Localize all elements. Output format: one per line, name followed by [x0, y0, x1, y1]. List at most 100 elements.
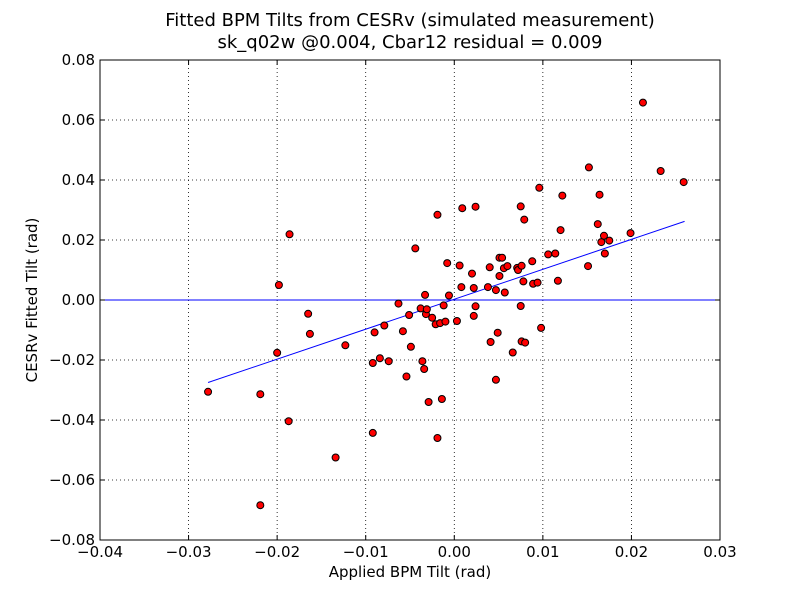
data-point: [305, 329, 314, 338]
data-point: [469, 284, 478, 292]
data-point: [398, 327, 407, 336]
data-point: [593, 220, 602, 229]
data-point: [498, 253, 507, 262]
data-point: [433, 434, 442, 442]
data-point: [273, 348, 282, 357]
data-point: [521, 338, 530, 347]
data-point: [433, 210, 442, 219]
data-point: [471, 302, 480, 311]
data-point: [452, 317, 461, 325]
data-point: [556, 226, 565, 235]
data-point: [491, 375, 500, 384]
data-point: [495, 272, 504, 280]
data-point: [204, 387, 213, 396]
data-point: [422, 305, 431, 314]
y-axis-label: CESRv Fitted Tilt (rad): [23, 218, 41, 383]
data-point: [444, 291, 453, 300]
x-tick-label: −0.01: [343, 543, 389, 561]
data-point: [553, 276, 562, 285]
data-point: [368, 428, 377, 437]
data-point: [528, 257, 537, 266]
data-point: [285, 230, 294, 239]
data-point: [405, 311, 414, 319]
chart-title: Fitted BPM Tilts from CESRv (simulated m…: [165, 10, 655, 31]
x-tick-label: 0.00: [438, 543, 471, 561]
x-tick-label: −0.02: [254, 543, 300, 561]
fit-line-segment: [207, 220, 685, 383]
data-point: [537, 323, 546, 332]
data-point: [457, 283, 466, 292]
data-point: [533, 278, 542, 287]
data-point: [406, 342, 415, 351]
data-point: [599, 231, 608, 240]
data-point: [284, 417, 293, 426]
data-point: [656, 167, 665, 175]
x-tick-label: −0.03: [166, 543, 212, 561]
data-point: [424, 398, 433, 406]
data-point: [443, 259, 452, 268]
data-point: [517, 261, 526, 270]
data-point: [535, 183, 544, 192]
y-tick-label: 0.00: [62, 291, 95, 309]
data-point: [605, 236, 614, 245]
data-point: [402, 372, 411, 381]
data-point: [516, 302, 525, 310]
data-point: [380, 321, 389, 330]
data-point: [600, 249, 609, 258]
data-point: [304, 309, 313, 318]
data-point: [441, 317, 450, 326]
data-point: [428, 313, 437, 322]
data-point: [638, 98, 647, 107]
data-point: [483, 283, 492, 292]
data-point: [516, 202, 525, 211]
data-point: [584, 262, 593, 271]
data-point: [256, 501, 265, 510]
data-point: [256, 390, 265, 399]
data-point: [437, 395, 446, 403]
data-point: [341, 341, 350, 350]
data-point: [331, 453, 340, 462]
y-tick-label: −0.04: [49, 411, 95, 429]
y-tick-label: −0.08: [49, 531, 95, 549]
data-point: [394, 299, 403, 308]
data-point: [384, 357, 393, 366]
data-points: [204, 98, 688, 510]
data-point: [455, 261, 464, 270]
data-point: [679, 178, 688, 187]
x-tick-label: 0.03: [703, 543, 736, 561]
data-point: [421, 290, 430, 299]
data-point: [375, 354, 384, 363]
data-point: [491, 286, 500, 295]
data-point: [493, 328, 502, 337]
data-point: [595, 190, 604, 199]
data-point: [551, 249, 560, 258]
data-point: [439, 301, 448, 310]
data-point: [471, 202, 480, 211]
data-point: [420, 365, 429, 373]
data-point: [418, 357, 427, 366]
data-point: [469, 311, 478, 320]
data-point: [520, 215, 529, 224]
x-tick-label: 0.01: [526, 543, 559, 561]
y-tick-label: 0.06: [62, 111, 95, 129]
y-tick-label: −0.02: [49, 351, 95, 369]
fit-line: [207, 220, 685, 383]
x-axis-ticks: −0.04 −0.03 −0.02 −0.01 0.00 0.01 0.02 0.03: [77, 60, 737, 561]
data-point: [468, 269, 476, 278]
data-point: [370, 328, 379, 337]
x-tick-label: 0.02: [615, 543, 648, 561]
data-point: [584, 163, 593, 172]
data-point: [274, 281, 283, 289]
x-tick-label: −0.04: [77, 543, 123, 561]
y-tick-label: −0.06: [49, 471, 95, 489]
data-point: [558, 191, 567, 200]
y-tick-label: 0.08: [62, 51, 95, 69]
data-point: [368, 359, 377, 367]
data-point: [519, 277, 528, 286]
y-axis-ticks: −0.08 −0.06 −0.04 −0.02 0.00 0.02 0.04 0.06 0.08: [49, 51, 720, 549]
chart-subtitle: sk_q02w @0.004, Cbar12 residual = 0.009: [218, 32, 603, 53]
data-point: [503, 262, 512, 271]
data-point: [626, 229, 635, 238]
y-tick-label: 0.02: [62, 231, 95, 249]
